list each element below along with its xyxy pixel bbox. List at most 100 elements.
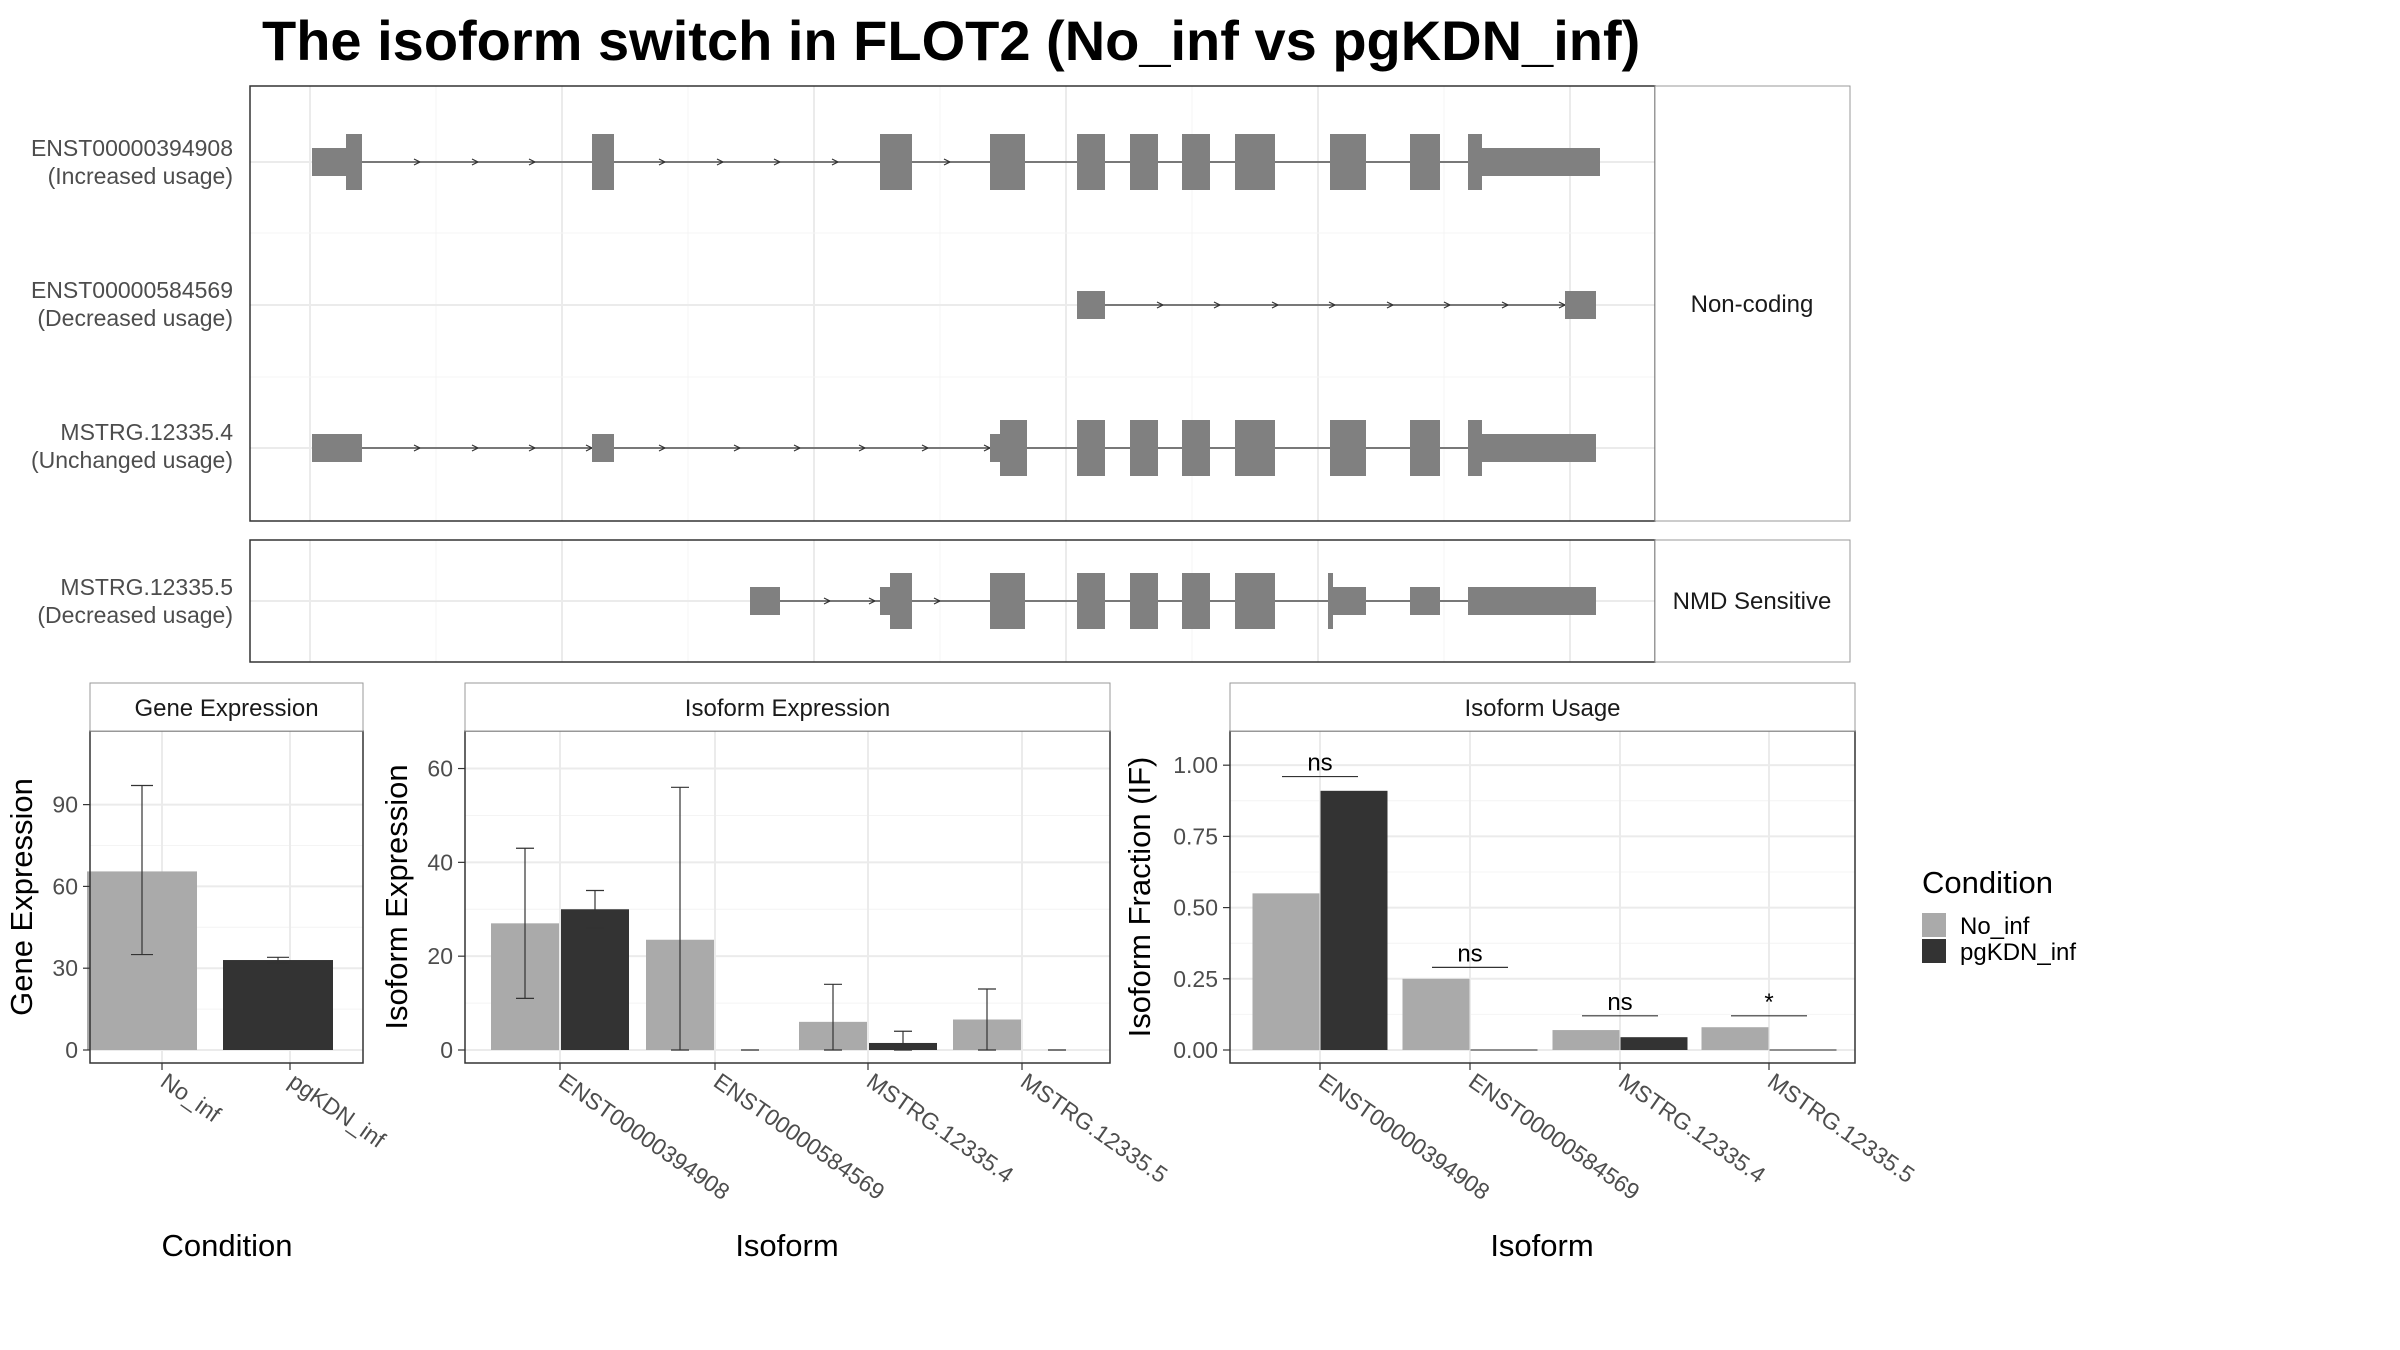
- x-tick-label: MSTRG.12335.5: [1016, 1068, 1172, 1188]
- y-tick-label: 0.50: [1173, 895, 1218, 921]
- x-axis-title: Isoform: [1490, 1228, 1593, 1263]
- y-axis-title: Gene Expression: [4, 778, 39, 1016]
- significance-label: ns: [1457, 940, 1482, 967]
- y-tick-label: 0.25: [1173, 966, 1218, 992]
- panel-strip-label: Isoform Usage: [1464, 695, 1620, 722]
- y-tick-label: 0.00: [1173, 1037, 1218, 1063]
- exon-block: [1077, 134, 1105, 190]
- y-tick-label: 0: [65, 1037, 78, 1063]
- exon-block: [1468, 134, 1482, 190]
- exon-block: [1333, 587, 1366, 615]
- exon-block: [1182, 134, 1210, 190]
- significance-label: ns: [1307, 750, 1332, 777]
- y-tick-label: 20: [427, 943, 453, 969]
- bar: [1701, 1027, 1769, 1050]
- transcript-usage-label: (Decreased usage): [37, 602, 233, 628]
- x-tick-label: No_inf: [156, 1068, 226, 1128]
- transcript-usage-label: (Decreased usage): [37, 305, 233, 331]
- y-tick-label: 60: [52, 873, 78, 899]
- gene-expression-panel: Gene Expression 0 30 60 90 No_inf pgKDN_inf Con…: [4, 682, 391, 1263]
- transcript-id-label: MSTRG.12335.4: [60, 419, 233, 445]
- panel-strip-label: Gene Expression: [134, 695, 318, 722]
- exon-block: [880, 134, 912, 190]
- x-axis-title: Isoform: [735, 1228, 838, 1263]
- exon-block: [1410, 420, 1440, 476]
- transcript-id-label: ENST00000584569: [31, 277, 233, 303]
- panel-strip: [89, 682, 364, 732]
- x-tick-label: pgKDN_inf: [284, 1068, 391, 1153]
- strand-arrow: [921, 444, 930, 452]
- strand-arrow: [868, 597, 877, 605]
- exon-block: [592, 134, 614, 190]
- exon-block: [592, 434, 614, 462]
- exon-block: [346, 134, 362, 190]
- strand-arrow: [658, 158, 667, 166]
- significance-label: ns: [1607, 989, 1632, 1016]
- structure-exons: [312, 134, 1600, 629]
- bar: [1320, 790, 1388, 1050]
- exon-block: [990, 434, 1000, 462]
- exon-block: [1077, 573, 1105, 629]
- strand-arrow: [528, 158, 537, 166]
- exon-block: [1130, 134, 1158, 190]
- x-tick-label: ENST00000394908: [554, 1068, 734, 1205]
- strand-arrow: [793, 444, 802, 452]
- exon-block: [1235, 420, 1275, 476]
- legend-swatch-pgkdn-inf: [1922, 939, 1946, 963]
- exon-block: [1330, 420, 1366, 476]
- bar: [1252, 893, 1320, 1050]
- figure-title: The isoform switch in FLOT2 (No_inf vs p…: [262, 9, 1640, 72]
- bar: [1402, 978, 1470, 1050]
- exon-block: [312, 148, 346, 176]
- strand-arrow: [1501, 301, 1510, 309]
- exon-block: [990, 134, 1025, 190]
- y-tick-label: 1.00: [1173, 752, 1218, 778]
- legend-title: Condition: [1922, 865, 2053, 900]
- exon-block: [750, 587, 780, 615]
- strand-arrow: [716, 158, 725, 166]
- isoform-expression-panel: Isoform Expression 0 20 40 60 ENST00000394908…: [379, 682, 1172, 1263]
- y-tick-label: 40: [427, 849, 453, 875]
- isoform-usage-panel: ns ns ns * Isoform Usage 0.00 0.25 0.50 0.75 1.00…: [1122, 682, 1919, 1263]
- strand-arrow: [413, 444, 422, 452]
- strand-arrow: [1443, 301, 1452, 309]
- strand-arrow: [528, 444, 537, 452]
- strand-arrow: [1386, 301, 1395, 309]
- strand-arrow: [1328, 301, 1337, 309]
- exon-block: [990, 573, 1025, 629]
- y-tick-label: 30: [52, 955, 78, 981]
- strand-arrow: [943, 158, 952, 166]
- x-axis-title: Condition: [162, 1228, 293, 1263]
- y-tick-label: 90: [52, 792, 78, 818]
- strand-arrow: [471, 158, 480, 166]
- exon-block: [1328, 573, 1333, 629]
- group-label-noncoding: Non-coding: [1691, 291, 1814, 318]
- strand-arrow: [1156, 301, 1165, 309]
- strand-arrow: [823, 597, 832, 605]
- strand-arrow: [858, 444, 867, 452]
- x-tick-label: MSTRG.12335.4: [862, 1068, 1018, 1188]
- strand-arrow: [471, 444, 480, 452]
- strand-arrow: [831, 158, 840, 166]
- exon-block: [1330, 134, 1366, 190]
- strand-arrow: [773, 158, 782, 166]
- transcript-usage-label: (Increased usage): [48, 163, 233, 189]
- bar: [561, 909, 629, 1050]
- exon-block: [1235, 134, 1275, 190]
- exon-block: [1565, 291, 1596, 319]
- panel-strip-label: Isoform Expression: [685, 695, 890, 722]
- bar: [1620, 1037, 1688, 1050]
- y-axis-title: Isoform Expression: [379, 764, 414, 1029]
- legend-swatch-no-inf: [1922, 913, 1946, 937]
- transcript-id-label: ENST00000394908: [31, 135, 233, 161]
- exon-block: [312, 434, 362, 462]
- condition-legend: Condition No_inf pgKDN_inf: [1922, 865, 2076, 966]
- exon-block: [1130, 420, 1158, 476]
- exon-block: [1410, 134, 1440, 190]
- strand-arrow: [1271, 301, 1280, 309]
- transcript-id-label: MSTRG.12335.5: [60, 574, 233, 600]
- exon-block: [1077, 420, 1105, 476]
- exon-block: [1482, 148, 1600, 176]
- exon-block: [1182, 573, 1210, 629]
